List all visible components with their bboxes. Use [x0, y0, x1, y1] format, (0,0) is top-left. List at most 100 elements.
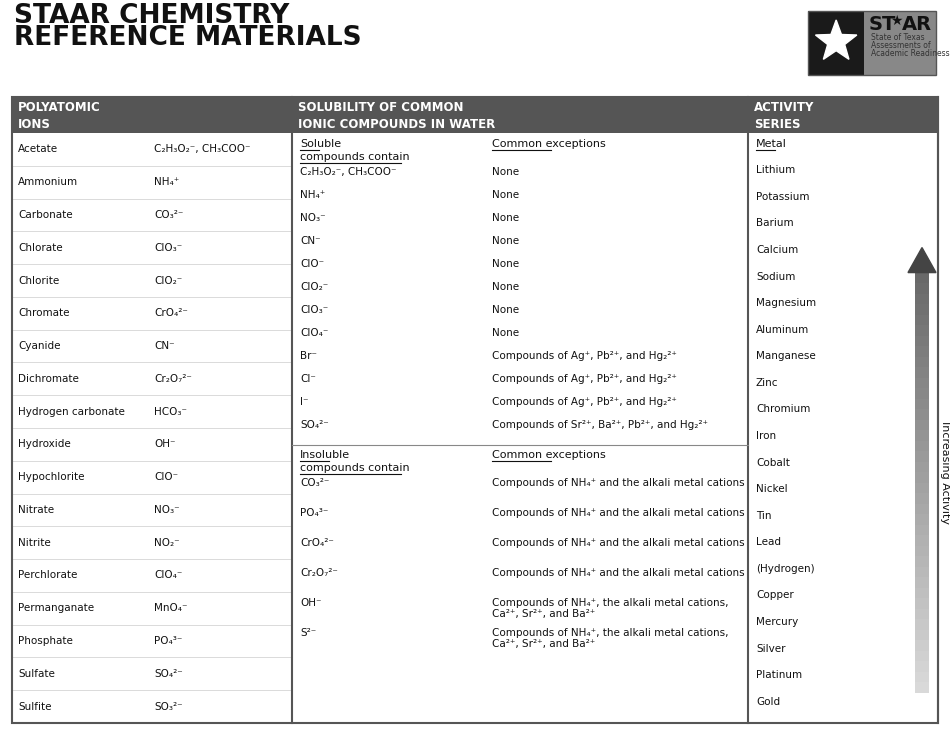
Text: NH₄⁺: NH₄⁺ — [300, 190, 325, 200]
Bar — [915, 577, 929, 588]
Text: Magnesium: Magnesium — [756, 298, 816, 308]
Text: Zinc: Zinc — [756, 378, 778, 388]
Bar — [915, 514, 929, 525]
Bar — [915, 272, 929, 283]
Text: (Hydrogen): (Hydrogen) — [756, 564, 814, 574]
Text: Carbonate: Carbonate — [18, 210, 72, 220]
Bar — [915, 398, 929, 409]
Text: Compounds of Ag⁺, Pb²⁺, and Hg₂²⁺: Compounds of Ag⁺, Pb²⁺, and Hg₂²⁺ — [492, 351, 676, 361]
Text: Assessments of: Assessments of — [871, 41, 931, 50]
Text: Nitrate: Nitrate — [18, 505, 54, 515]
Text: OH⁻: OH⁻ — [300, 598, 321, 608]
Bar — [915, 661, 929, 672]
Text: ClO₃⁻: ClO₃⁻ — [300, 305, 329, 315]
Bar — [915, 419, 929, 430]
Text: REFERENCE MATERIALS: REFERENCE MATERIALS — [14, 25, 362, 51]
Bar — [915, 524, 929, 535]
Text: Sulfate: Sulfate — [18, 669, 55, 679]
Bar — [864, 11, 936, 75]
Bar — [915, 503, 929, 514]
Text: Hydroxide: Hydroxide — [18, 440, 70, 449]
Text: Compounds of NH₄⁺ and the alkali metal cations: Compounds of NH₄⁺ and the alkali metal c… — [492, 568, 745, 578]
Text: Tin: Tin — [756, 511, 771, 520]
Bar — [915, 314, 929, 325]
Bar — [915, 567, 929, 578]
Text: Cr₂O₇²⁻: Cr₂O₇²⁻ — [300, 568, 338, 578]
Text: CO₃²⁻: CO₃²⁻ — [154, 210, 183, 220]
Text: Phosphate: Phosphate — [18, 636, 73, 646]
Text: Academic Readiness: Academic Readiness — [871, 49, 950, 58]
Text: Chlorate: Chlorate — [18, 243, 63, 253]
Polygon shape — [815, 20, 857, 60]
Bar — [292, 97, 748, 133]
Bar — [915, 356, 929, 368]
Bar — [915, 430, 929, 441]
Bar — [915, 293, 929, 304]
Bar — [808, 11, 864, 75]
Bar — [915, 609, 929, 620]
Text: HCO₃⁻: HCO₃⁻ — [154, 406, 187, 417]
Text: S²⁻: S²⁻ — [300, 628, 316, 638]
Text: Sodium: Sodium — [756, 271, 795, 282]
Text: NO₃⁻: NO₃⁻ — [154, 505, 180, 515]
Text: ST: ST — [868, 15, 896, 34]
Bar — [915, 304, 929, 315]
Bar — [915, 409, 929, 420]
Bar — [915, 587, 929, 598]
Text: Hydrogen carbonate: Hydrogen carbonate — [18, 406, 124, 417]
Text: Metal: Metal — [756, 139, 787, 149]
Text: MnO₄⁻: MnO₄⁻ — [154, 603, 187, 613]
Text: CN⁻: CN⁻ — [154, 341, 175, 351]
Text: Permanganate: Permanganate — [18, 603, 94, 613]
Text: Copper: Copper — [756, 590, 794, 600]
Text: Sulfite: Sulfite — [18, 702, 51, 711]
Bar — [915, 377, 929, 388]
Bar — [915, 619, 929, 630]
Text: PO₄³⁻: PO₄³⁻ — [300, 508, 329, 518]
Text: Compounds of NH₄⁺ and the alkali metal cations: Compounds of NH₄⁺ and the alkali metal c… — [492, 478, 745, 488]
Bar — [915, 367, 929, 378]
Text: ★: ★ — [890, 14, 902, 28]
Bar — [748, 97, 938, 133]
Text: Lead: Lead — [756, 537, 781, 548]
Text: Manganese: Manganese — [756, 351, 816, 362]
Text: Dichromate: Dichromate — [18, 374, 79, 384]
Text: NO₃⁻: NO₃⁻ — [300, 213, 326, 223]
Text: Common exceptions: Common exceptions — [492, 450, 606, 460]
Bar — [915, 672, 929, 683]
Text: Iron: Iron — [756, 431, 776, 441]
Text: Silver: Silver — [756, 644, 786, 653]
Bar — [915, 598, 929, 609]
Text: Compounds of NH₄⁺ and the alkali metal cations: Compounds of NH₄⁺ and the alkali metal c… — [492, 538, 745, 548]
Text: NH₄⁺: NH₄⁺ — [154, 177, 180, 187]
Bar — [12, 97, 292, 133]
Text: compounds contain: compounds contain — [300, 152, 409, 162]
Text: Ammonium: Ammonium — [18, 177, 78, 187]
Text: PO₄³⁻: PO₄³⁻ — [154, 636, 182, 646]
Text: None: None — [492, 328, 519, 338]
Text: Soluble: Soluble — [300, 139, 341, 149]
Text: ClO₃⁻: ClO₃⁻ — [154, 243, 182, 253]
Text: Compounds of NH₄⁺, the alkali metal cations,: Compounds of NH₄⁺, the alkali metal cati… — [492, 628, 729, 638]
Text: Compounds of NH₄⁺, the alkali metal cations,: Compounds of NH₄⁺, the alkali metal cati… — [492, 598, 729, 608]
Text: Ca²⁺, Sr²⁺, and Ba²⁺: Ca²⁺, Sr²⁺, and Ba²⁺ — [492, 609, 596, 620]
Text: State of Texas: State of Texas — [871, 33, 924, 42]
Text: ClO₂⁻: ClO₂⁻ — [300, 282, 329, 292]
Bar — [808, 11, 936, 75]
Text: C₂H₃O₂⁻, CH₃COO⁻: C₂H₃O₂⁻, CH₃COO⁻ — [154, 144, 251, 154]
Bar — [12, 97, 938, 723]
Text: None: None — [492, 305, 519, 315]
Text: Compounds of Ag⁺, Pb²⁺, and Hg₂²⁺: Compounds of Ag⁺, Pb²⁺, and Hg₂²⁺ — [492, 374, 676, 384]
Text: Insoluble: Insoluble — [300, 450, 351, 460]
Text: Chromium: Chromium — [756, 404, 810, 415]
Bar — [915, 451, 929, 462]
Text: Hypochlorite: Hypochlorite — [18, 472, 85, 482]
Text: SO₄²⁻: SO₄²⁻ — [300, 420, 329, 430]
Bar — [915, 472, 929, 483]
Text: Perchlorate: Perchlorate — [18, 570, 77, 581]
Bar — [915, 556, 929, 567]
Text: POLYATOMIC
IONS: POLYATOMIC IONS — [18, 101, 101, 131]
Text: ClO₄⁻: ClO₄⁻ — [300, 328, 329, 338]
Text: None: None — [492, 259, 519, 269]
Bar — [915, 650, 929, 662]
